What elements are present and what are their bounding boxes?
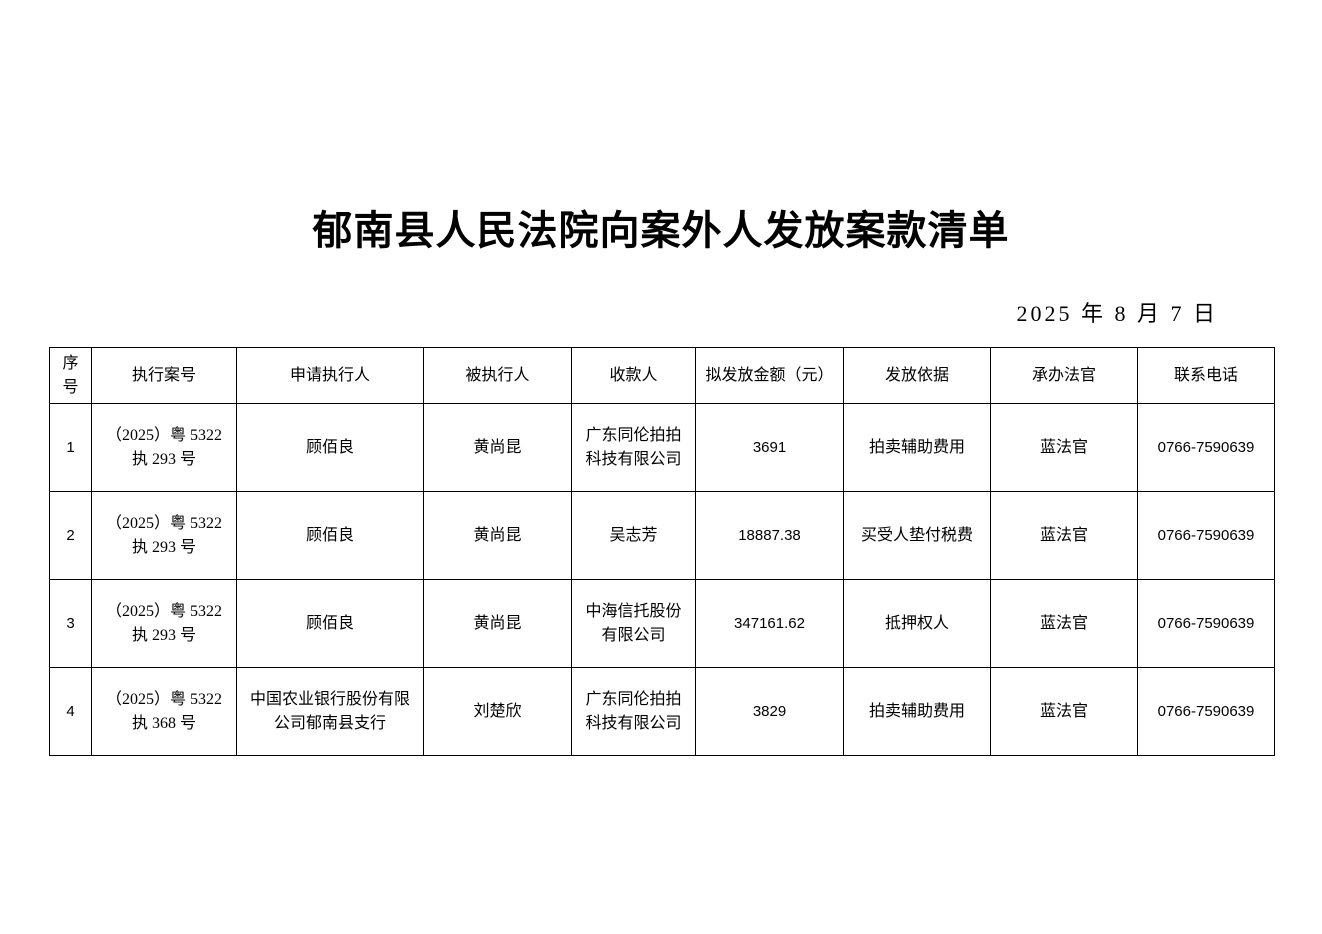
cell-judge: 蓝法官 [990, 667, 1138, 756]
cell-phone: 0766-7590639 [1137, 491, 1275, 580]
table-row: 4 （2025）粤 5322 执 368 号中国农业银行股份有限公司郁南县支行 刘楚… [49, 667, 1275, 756]
cell-payee: 中海信托股份有限公司 [571, 579, 696, 668]
cell-respondent: 刘楚欣 [423, 667, 572, 756]
cell-applicant: 中国农业银行股份有限公司郁南县支行 [236, 667, 424, 756]
cell-respondent: 黄尚昆 [423, 579, 572, 668]
cell-phone: 0766-7590639 [1137, 667, 1275, 756]
cell-basis: 拍卖辅助费用 [843, 667, 991, 756]
table-header-row: 序号 执行案号 申请执行人 被执行人 收款人 拟发放金额（元） 发放依据 承办法… [49, 347, 1275, 404]
page-title: 郁南县人民法院向案外人发放案款清单 [312, 208, 1010, 253]
cell-phone: 0766-7590639 [1137, 403, 1275, 492]
header-applicant: 申请执行人 [236, 347, 424, 404]
header-respondent: 被执行人 [423, 347, 572, 404]
header-case-no: 执行案号 [91, 347, 237, 404]
cell-seq: 4 [49, 667, 92, 756]
cell-amount: 18887.38 [695, 491, 844, 580]
cell-respondent: 黄尚昆 [423, 403, 572, 492]
table-row: 1 （2025）粤 5322 执 293 号顾佰良 黄尚昆 广东同伦拍拍科技有限公司 3… [49, 403, 1275, 492]
document-date: 2025 年 8 月 7 日 [1016, 301, 1218, 326]
cell-amount: 3829 [695, 667, 844, 756]
cell-seq: 2 [49, 491, 92, 580]
cell-payee: 吴志芳 [571, 491, 696, 580]
header-amount: 拟发放金额（元） [695, 347, 844, 404]
header-basis: 发放依据 [843, 347, 991, 404]
cell-respondent: 黄尚昆 [423, 491, 572, 580]
cell-applicant: 顾佰良 [236, 403, 424, 492]
cell-applicant: 顾佰良 [236, 491, 424, 580]
cell-judge: 蓝法官 [990, 579, 1138, 668]
header-judge: 承办法官 [990, 347, 1138, 404]
cell-judge: 蓝法官 [990, 491, 1138, 580]
cell-case-no: （2025）粤 5322 执 293 号 [91, 491, 237, 580]
cell-phone: 0766-7590639 [1137, 579, 1275, 668]
cell-case-no: （2025）粤 5322 执 368 号 [91, 667, 237, 756]
table-row: 3 （2025）粤 5322 执 293 号顾佰良 黄尚昆 中海信托股份有限公司 347… [49, 579, 1275, 668]
cell-judge: 蓝法官 [990, 403, 1138, 492]
table-row: 2 （2025）粤 5322 执 293 号顾佰良 黄尚昆 吴志芳 18887.38 买受… [49, 491, 1275, 580]
payment-list-table: 序号 执行案号 申请执行人 被执行人 收款人 拟发放金额（元） 发放依据 承办法… [49, 347, 1275, 756]
header-seq: 序号 [49, 347, 92, 404]
cell-seq: 3 [49, 579, 92, 668]
cell-basis: 拍卖辅助费用 [843, 403, 991, 492]
cell-seq: 1 [49, 403, 92, 492]
cell-amount: 3691 [695, 403, 844, 492]
cell-applicant: 顾佰良 [236, 579, 424, 668]
cell-case-no: （2025）粤 5322 执 293 号 [91, 403, 237, 492]
header-payee: 收款人 [571, 347, 696, 404]
cell-payee: 广东同伦拍拍科技有限公司 [571, 667, 696, 756]
cell-amount: 347161.62 [695, 579, 844, 668]
cell-basis: 抵押权人 [843, 579, 991, 668]
cell-payee: 广东同伦拍拍科技有限公司 [571, 403, 696, 492]
cell-basis: 买受人垫付税费 [843, 491, 991, 580]
header-phone: 联系电话 [1137, 347, 1275, 404]
cell-case-no: （2025）粤 5322 执 293 号 [91, 579, 237, 668]
